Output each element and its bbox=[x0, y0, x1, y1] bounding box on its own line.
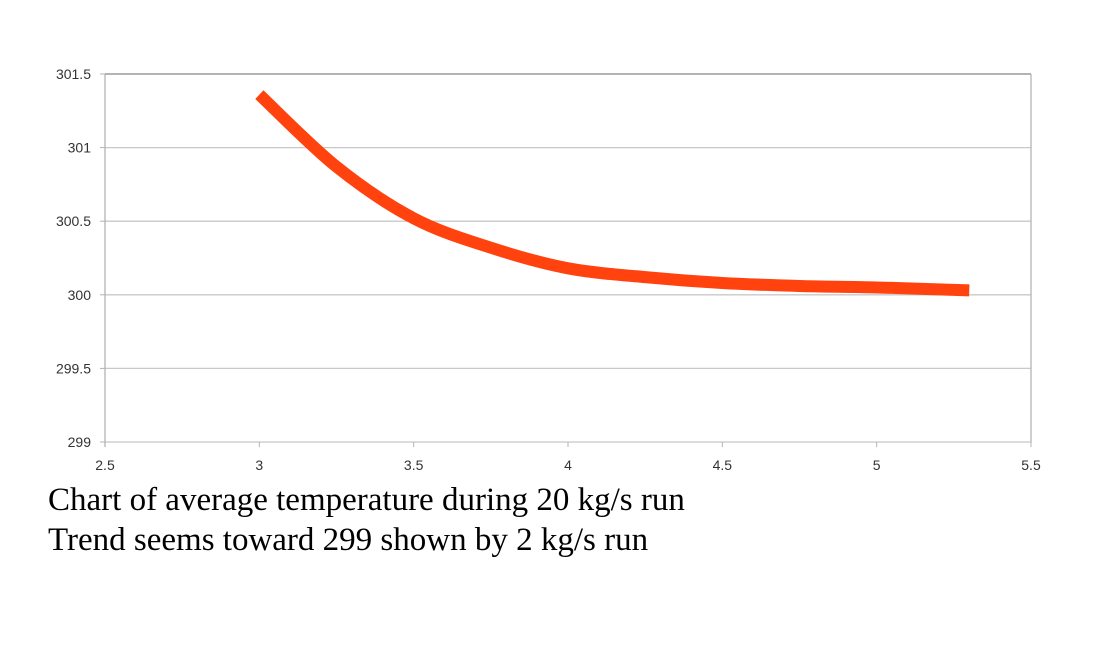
caption-line-1: Chart of average temperature during 20 k… bbox=[48, 482, 685, 518]
y-tick-label: 299 bbox=[68, 434, 92, 450]
y-tick-label: 300.5 bbox=[56, 213, 91, 229]
y-tick-label: 301 bbox=[68, 140, 92, 156]
x-tick-label: 2.5 bbox=[95, 457, 115, 473]
caption-line-2: Trend seems toward 299 shown by 2 kg/s r… bbox=[48, 522, 649, 558]
line-chart: 299 299.5 300 300.5 301 301.5 2.5 3 3.5 4 4.5 5 5.5 bbox=[56, 66, 1041, 473]
x-tick-label: 3.5 bbox=[404, 457, 424, 473]
x-tick-label: 3 bbox=[255, 457, 263, 473]
data-series-line bbox=[255, 90, 970, 297]
y-tick-label: 299.5 bbox=[56, 360, 91, 376]
y-tick-label: 301.5 bbox=[56, 66, 91, 82]
x-tick-label: 4.5 bbox=[713, 457, 733, 473]
x-tick-label: 5.5 bbox=[1021, 457, 1041, 473]
y-tick-label: 300 bbox=[68, 287, 92, 303]
x-tick-label: 4 bbox=[564, 457, 572, 473]
x-tick-label: 5 bbox=[873, 457, 881, 473]
